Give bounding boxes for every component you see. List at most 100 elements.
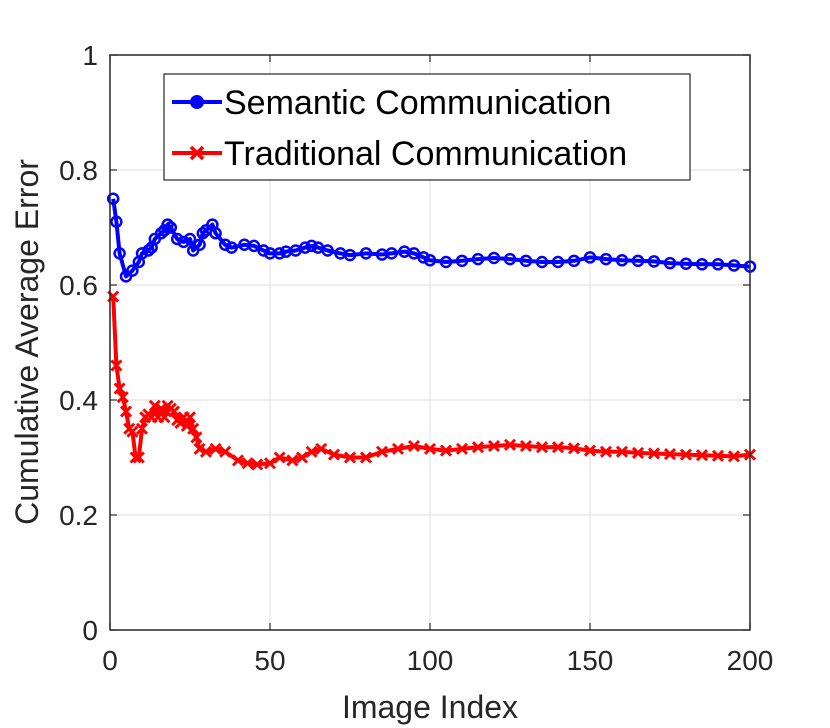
data-point [321,244,334,257]
data-point [503,252,517,266]
data-point [119,405,133,418]
data-point [615,445,629,458]
data-point [174,416,187,430]
legend-label-semantic: Semantic Communication [224,84,611,122]
x-tick-label: 150 [567,645,614,676]
series-traditional [107,290,757,471]
data-point [305,239,318,253]
data-point [190,431,203,444]
data-point [519,254,533,268]
data-point [679,448,693,461]
x-tick-label: 0 [102,645,118,676]
data-point [343,451,357,464]
data-point [187,422,200,435]
data-point [110,215,123,228]
data-point [154,227,168,240]
data-point [519,439,533,453]
tick-layer: 0 50 100 150 200 0 0.2 0.4 0.6 0.8 1 [59,40,773,676]
data-point [471,252,485,266]
data-point [535,441,549,454]
data-point [199,445,213,458]
data-point [487,251,501,265]
data-point [535,255,549,269]
data-point [359,247,373,260]
data-point [663,256,677,270]
data-point [663,447,677,461]
data-point [647,255,661,268]
data-point [135,422,149,435]
data-point [567,254,581,268]
data-point [113,247,126,260]
data-point [247,239,261,253]
data-point [225,241,238,254]
data-point [295,451,309,464]
data-point [273,451,286,464]
data-point [193,442,206,455]
data-point [158,411,171,424]
data-point [727,259,741,272]
y-tick-label: 0 [82,615,98,646]
data-point [711,449,725,462]
data-point [106,192,120,205]
data-point [263,457,277,470]
y-axis-label: Cumulative Average Error [9,159,45,525]
data-point [487,439,501,453]
data-point [503,438,517,451]
data-point [251,458,264,471]
data-point [375,445,389,458]
data-point [695,258,709,271]
data-point [231,454,245,467]
data-point [135,247,149,260]
series-semantic [106,192,757,283]
data-point [209,227,222,240]
data-point [129,451,142,464]
data-point [455,442,469,455]
data-point [583,251,597,264]
data-point [177,235,190,249]
data-point [423,442,437,455]
data-point [567,442,581,455]
y-tick-label: 0.4 [59,385,98,416]
data-point [155,402,168,415]
series-layer [106,192,757,471]
data-point [583,444,597,457]
x-tick-label: 200 [727,645,774,676]
data-point [298,241,312,254]
data-point [551,441,565,454]
data-point [315,442,328,455]
data-point [164,221,178,234]
data-point [647,447,661,460]
data-point [110,359,123,372]
legend-marker-semantic [190,95,204,109]
data-point [161,218,174,231]
data-point [167,405,181,418]
y-tick-label: 0.2 [59,500,98,531]
data-point [209,442,222,455]
x-axis-label: Image Index [342,689,518,725]
data-point [286,454,299,467]
data-point [631,446,645,459]
data-point [417,251,430,264]
data-point [148,399,161,412]
data-point [241,457,254,470]
data-point [183,232,197,246]
data-point [695,449,709,462]
data-point [439,444,453,457]
data-point [407,439,421,453]
data-point [327,448,341,461]
data-point [631,254,645,268]
data-point [711,258,725,271]
data-point [170,232,184,246]
x-tick-label: 50 [254,645,285,676]
legend-label-traditional: Traditional Communication [224,135,627,173]
legend-box [163,73,691,181]
data-point [142,244,155,257]
data-point [439,255,453,269]
data-point [359,451,373,464]
data-point [218,238,232,251]
data-point [599,252,613,266]
y-tick-label: 0.6 [59,270,98,301]
data-point [423,254,437,267]
y-tick-label: 1 [82,40,98,71]
